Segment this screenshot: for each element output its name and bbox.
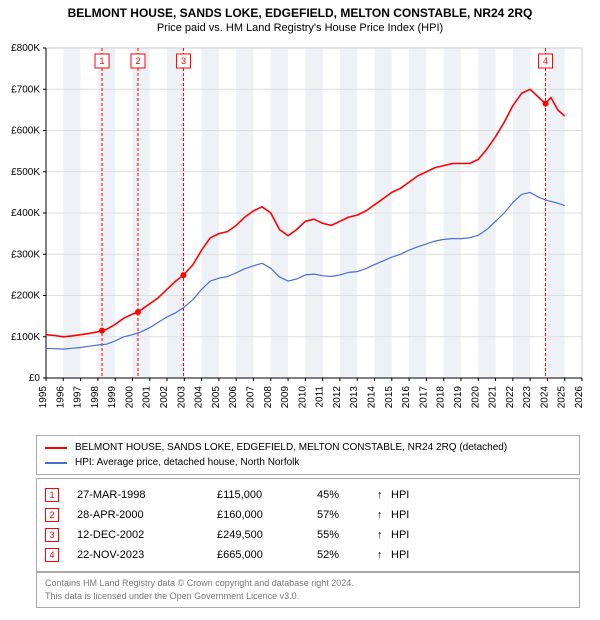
svg-text:2014: 2014 xyxy=(367,386,378,409)
svg-text:£400K: £400K xyxy=(11,208,40,219)
legend-item: BELMONT HOUSE, SANDS LOKE, EDGEFIELD, ME… xyxy=(45,440,571,455)
event-hpi-label: HPI xyxy=(391,505,409,525)
legend: BELMONT HOUSE, SANDS LOKE, EDGEFIELD, ME… xyxy=(36,435,580,475)
events-table: 127-MAR-1998£115,00045%↑HPI228-APR-2000£… xyxy=(36,478,580,572)
svg-text:2008: 2008 xyxy=(263,386,274,409)
svg-text:2019: 2019 xyxy=(453,386,464,409)
svg-text:2026: 2026 xyxy=(574,386,585,409)
svg-text:£200K: £200K xyxy=(11,291,40,302)
event-hpi-label: HPI xyxy=(391,545,409,565)
svg-text:2002: 2002 xyxy=(159,386,170,409)
event-pct: 57% xyxy=(317,505,377,525)
svg-text:1999: 1999 xyxy=(107,386,118,409)
event-row: 2 28-APR-2000£160,00057%↑HPI xyxy=(45,505,571,525)
legend-swatch xyxy=(45,462,67,464)
event-marker: 4 xyxy=(45,548,59,562)
svg-text:2005: 2005 xyxy=(211,386,222,409)
event-direction-icon: ↑ xyxy=(377,505,391,525)
svg-text:2011: 2011 xyxy=(315,386,326,408)
event-price: £160,000 xyxy=(217,505,317,525)
svg-text:2024: 2024 xyxy=(539,386,550,409)
svg-text:2003: 2003 xyxy=(176,386,187,409)
svg-text:1998: 1998 xyxy=(90,386,101,409)
event-hpi-label: HPI xyxy=(391,485,409,505)
svg-text:2015: 2015 xyxy=(384,386,395,409)
chart-svg: £0 £100K £200K £300K £400K £500K £600K £700K £80… xyxy=(0,38,600,428)
svg-text:2022: 2022 xyxy=(505,386,516,409)
event-date: 28-APR-2000 xyxy=(77,505,217,525)
svg-text:2017: 2017 xyxy=(418,386,429,409)
svg-text:2007: 2007 xyxy=(245,386,256,409)
attribution-line: Contains HM Land Registry data © Crown c… xyxy=(45,577,571,590)
svg-text:£800K: £800K xyxy=(11,43,40,54)
svg-text:£700K: £700K xyxy=(11,84,40,95)
event-pct: 52% xyxy=(317,545,377,565)
chart: £0 £100K £200K £300K £400K £500K £600K £700K £80… xyxy=(0,38,600,428)
svg-text:2004: 2004 xyxy=(194,386,205,409)
svg-text:4: 4 xyxy=(543,56,548,66)
svg-text:1995: 1995 xyxy=(38,386,49,409)
event-price: £115,000 xyxy=(217,485,317,505)
event-direction-icon: ↑ xyxy=(377,525,391,545)
svg-text:2025: 2025 xyxy=(557,386,568,409)
legend-label: HPI: Average price, detached house, Nort… xyxy=(75,455,299,470)
event-direction-icon: ↑ xyxy=(377,545,391,565)
event-row: 3 12-DEC-2002£249,50055%↑HPI xyxy=(45,525,571,545)
event-marker: 3 xyxy=(45,528,59,542)
event-price: £665,000 xyxy=(217,545,317,565)
legend-swatch xyxy=(45,447,67,449)
svg-text:2: 2 xyxy=(135,56,140,66)
legend-label: BELMONT HOUSE, SANDS LOKE, EDGEFIELD, ME… xyxy=(75,440,507,455)
svg-text:2012: 2012 xyxy=(332,386,343,409)
event-pct: 55% xyxy=(317,525,377,545)
svg-text:1996: 1996 xyxy=(55,386,66,409)
svg-text:2023: 2023 xyxy=(522,386,533,409)
page: BELMONT HOUSE, SANDS LOKE, EDGEFIELD, ME… xyxy=(0,0,600,620)
svg-text:£0: £0 xyxy=(29,373,41,384)
svg-text:£600K: £600K xyxy=(11,126,40,137)
event-hpi-label: HPI xyxy=(391,525,409,545)
svg-text:2016: 2016 xyxy=(401,386,412,409)
event-marker: 2 xyxy=(45,508,59,522)
event-direction-icon: ↑ xyxy=(377,485,391,505)
svg-text:2013: 2013 xyxy=(349,386,360,409)
svg-text:£300K: £300K xyxy=(11,249,40,260)
attribution-line: This data is licensed under the Open Gov… xyxy=(45,590,571,603)
chart-title: BELMONT HOUSE, SANDS LOKE, EDGEFIELD, ME… xyxy=(0,0,600,20)
svg-text:2020: 2020 xyxy=(470,386,481,409)
svg-text:2006: 2006 xyxy=(228,386,239,409)
svg-text:2000: 2000 xyxy=(124,386,135,409)
attribution: Contains HM Land Registry data © Crown c… xyxy=(36,572,580,608)
event-date: 22-NOV-2023 xyxy=(77,545,217,565)
svg-text:1: 1 xyxy=(100,56,105,66)
event-marker: 1 xyxy=(45,488,59,502)
event-date: 12-DEC-2002 xyxy=(77,525,217,545)
svg-text:£500K: £500K xyxy=(11,167,40,178)
legend-item: HPI: Average price, detached house, Nort… xyxy=(45,455,571,470)
event-row: 4 22-NOV-2023£665,00052%↑HPI xyxy=(45,545,571,565)
event-row: 1 27-MAR-1998£115,00045%↑HPI xyxy=(45,485,571,505)
event-date: 27-MAR-1998 xyxy=(77,485,217,505)
chart-subtitle: Price paid vs. HM Land Registry's House … xyxy=(0,20,600,34)
event-pct: 45% xyxy=(317,485,377,505)
svg-text:1997: 1997 xyxy=(73,386,84,409)
svg-text:3: 3 xyxy=(181,56,186,66)
svg-text:2001: 2001 xyxy=(142,386,153,409)
svg-text:2018: 2018 xyxy=(436,386,447,409)
event-price: £249,500 xyxy=(217,525,317,545)
svg-text:2009: 2009 xyxy=(280,386,291,409)
svg-text:£100K: £100K xyxy=(11,332,40,343)
svg-text:2010: 2010 xyxy=(297,386,308,409)
svg-text:2021: 2021 xyxy=(488,386,499,409)
